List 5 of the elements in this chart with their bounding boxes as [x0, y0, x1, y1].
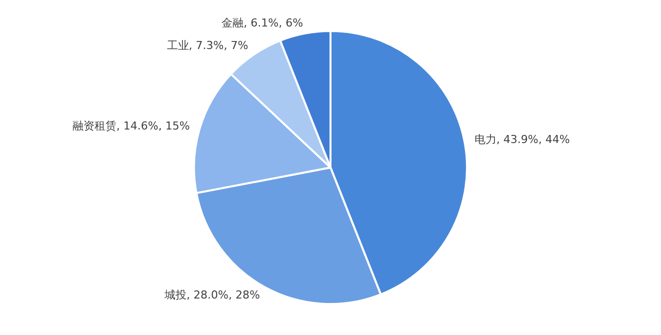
slice-label: 融资租赁, 14.6%, 15% [72, 119, 190, 132]
slice-label: 金融, 6.1%, 6% [222, 16, 304, 30]
slice-label: 电力, 43.9%, 44% [474, 132, 570, 146]
slice-label: 城投, 28.0%, 28% [164, 288, 260, 302]
slice-label: 工业, 7.3%, 7% [166, 39, 248, 52]
